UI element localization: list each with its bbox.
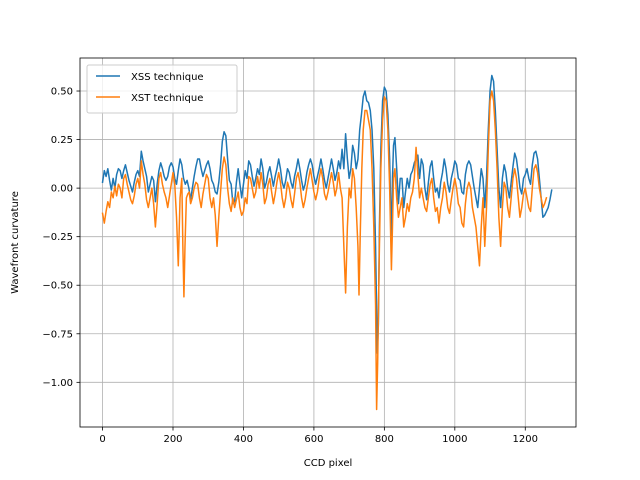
x-tick-label: 200: [163, 434, 182, 445]
x-axis-ticks: 0 200 400 600 800 1000 1200: [99, 427, 538, 445]
x-tick-label: 1000: [442, 434, 467, 445]
y-tick-label: −0.25: [42, 232, 73, 243]
x-axis-label: CCD pixel: [304, 458, 353, 469]
y-tick-label: −0.50: [42, 281, 73, 292]
x-tick-label: 800: [375, 434, 394, 445]
plot-frame: [79, 57, 577, 428]
y-axis-label: Wavefront curvature: [10, 191, 21, 294]
x-tick-label: 600: [304, 434, 323, 445]
x-tick-label: 1200: [513, 434, 538, 445]
grid: [80, 58, 576, 427]
series-lines: [101, 74, 553, 411]
x-tick-label: 400: [234, 434, 253, 445]
y-tick-label: 0.00: [51, 184, 73, 195]
x-tick-label: 0: [99, 434, 105, 445]
y-tick-label: −0.75: [42, 329, 73, 340]
legend-label-xss: XSS technique: [131, 72, 204, 83]
y-axis-ticks: −1.00 −0.75 −0.50 −0.25 0.00 0.25 0.50: [42, 87, 80, 389]
y-tick-label: 0.50: [51, 87, 73, 98]
series-line-xst: [101, 90, 548, 411]
y-tick-label: −1.00: [42, 378, 73, 389]
y-tick-label: 0.25: [51, 135, 73, 146]
legend: XSS technique XST technique: [86, 64, 238, 114]
legend-frame: [86, 64, 238, 114]
legend-label-xst: XST technique: [131, 93, 203, 104]
series-line-xss: [101, 74, 553, 354]
